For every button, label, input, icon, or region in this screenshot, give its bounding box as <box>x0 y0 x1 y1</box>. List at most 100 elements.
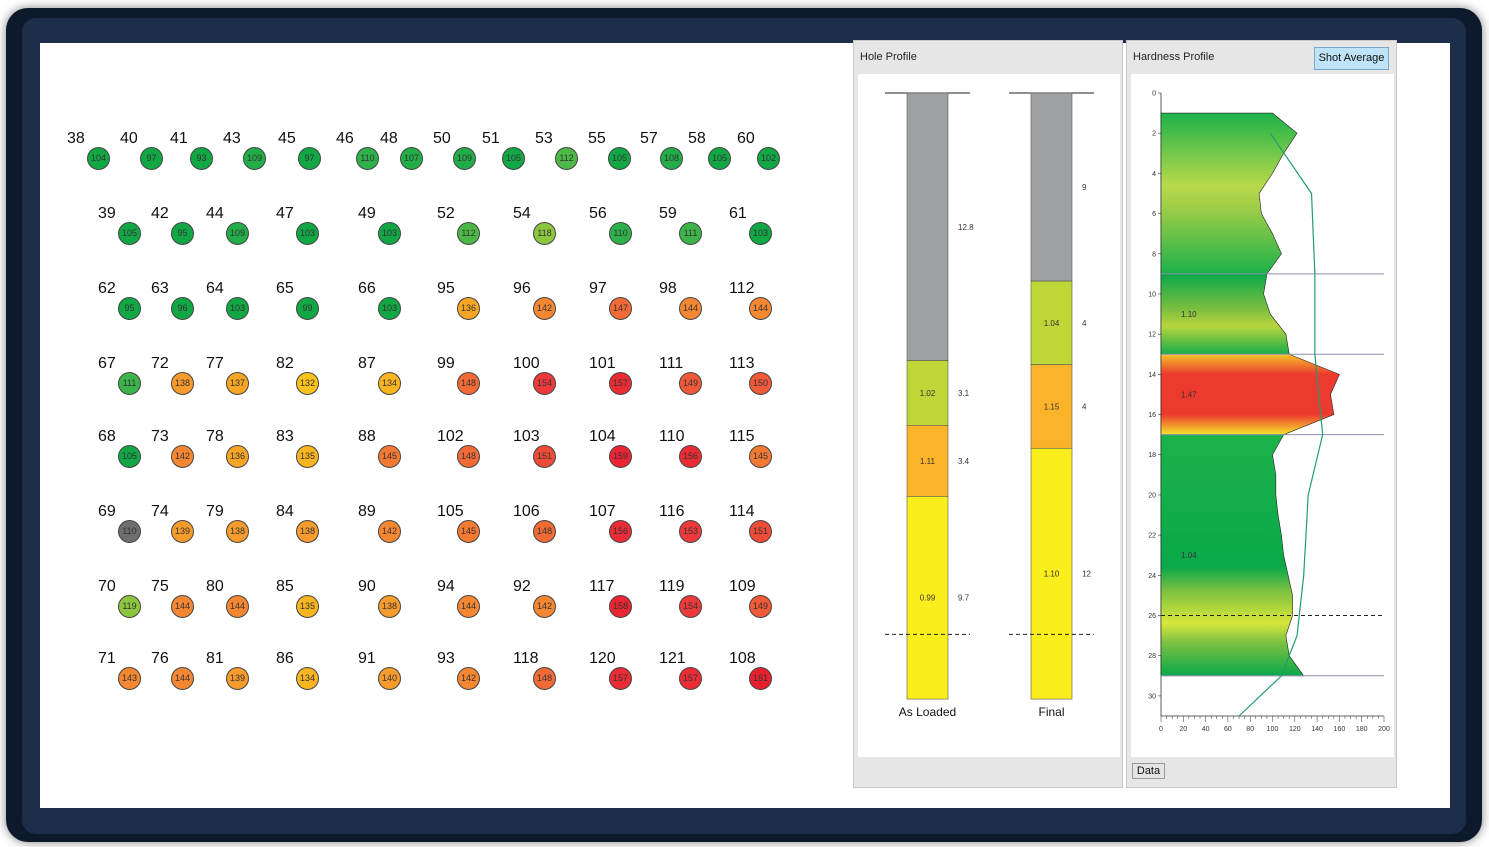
hole-hardness-marker[interactable]: 157 <box>609 372 632 395</box>
hole-hardness-marker[interactable]: 161 <box>749 667 772 690</box>
hole-id-label: 114 <box>729 503 755 520</box>
data-button[interactable]: Data <box>1132 763 1165 779</box>
hole-hardness-marker[interactable]: 156 <box>679 445 702 468</box>
hole-hardness-marker[interactable]: 136 <box>457 297 480 320</box>
hole-hardness-marker[interactable]: 154 <box>679 595 702 618</box>
hole-hardness-marker[interactable]: 144 <box>457 595 480 618</box>
hole-hardness-marker[interactable]: 157 <box>679 667 702 690</box>
hole-hardness-marker[interactable]: 150 <box>749 372 772 395</box>
hole-hardness-marker[interactable]: 142 <box>378 520 401 543</box>
hole-hardness-marker[interactable]: 148 <box>533 520 556 543</box>
hole-hardness-marker[interactable]: 149 <box>679 372 702 395</box>
hole-hardness-marker[interactable]: 112 <box>555 147 578 170</box>
hole-hardness-marker[interactable]: 103 <box>296 222 319 245</box>
hole-hardness-marker[interactable]: 103 <box>226 297 249 320</box>
hole-id-label: 112 <box>729 280 755 297</box>
hole-hardness-marker[interactable]: 119 <box>118 595 141 618</box>
hole-id-label: 96 <box>513 280 531 297</box>
hole-hardness-marker[interactable]: 134 <box>296 667 319 690</box>
hole-hardness-marker[interactable]: 144 <box>679 297 702 320</box>
hole-hardness-marker[interactable]: 111 <box>118 372 141 395</box>
hole-id-label: 77 <box>206 355 224 372</box>
hole-hardness-marker[interactable]: 148 <box>457 445 480 468</box>
hole-hardness-marker[interactable]: 118 <box>533 222 556 245</box>
hole-hardness-marker[interactable]: 151 <box>749 520 772 543</box>
hole-hardness-marker[interactable]: 110 <box>356 147 379 170</box>
hole-hardness-marker[interactable]: 107 <box>400 147 423 170</box>
hole-hardness-marker[interactable]: 147 <box>609 297 632 320</box>
hole-hardness-marker[interactable]: 140 <box>378 667 401 690</box>
hole-hardness-marker[interactable]: 153 <box>679 520 702 543</box>
hole-hardness-marker[interactable]: 96 <box>171 297 194 320</box>
hole-hardness-marker[interactable]: 105 <box>708 147 731 170</box>
hole-hardness-marker[interactable]: 142 <box>171 445 194 468</box>
hole-hardness-marker[interactable]: 103 <box>749 222 772 245</box>
hole-hardness-marker[interactable]: 148 <box>457 372 480 395</box>
hole-hardness-marker[interactable]: 142 <box>533 297 556 320</box>
hole-hardness-marker[interactable]: 105 <box>118 222 141 245</box>
hole-hardness-marker[interactable]: 95 <box>171 222 194 245</box>
hole-hardness-marker[interactable]: 142 <box>533 595 556 618</box>
hole-id-label: 89 <box>358 503 376 520</box>
hole-hardness-marker[interactable]: 95 <box>118 297 141 320</box>
segment-length-label: 4 <box>1082 319 1087 328</box>
hole-hardness-marker[interactable]: 109 <box>243 147 266 170</box>
hole-hardness-marker[interactable]: 97 <box>298 147 321 170</box>
segment-length-label: 9 <box>1082 183 1087 192</box>
hole-hardness-marker[interactable]: 138 <box>296 520 319 543</box>
hole-id-label: 40 <box>120 130 138 147</box>
hole-hardness-marker[interactable]: 144 <box>171 667 194 690</box>
hole-hardness-marker[interactable]: 104 <box>87 147 110 170</box>
hole-hardness-marker[interactable]: 135 <box>296 595 319 618</box>
hole-hardness-marker[interactable]: 110 <box>609 222 632 245</box>
hole-hardness-marker[interactable]: 144 <box>749 297 772 320</box>
hole-hardness-marker[interactable]: 102 <box>757 147 780 170</box>
hole-hardness-marker[interactable]: 134 <box>378 372 401 395</box>
hole-id-label: 107 <box>589 503 616 520</box>
hole-hardness-marker[interactable]: 149 <box>749 595 772 618</box>
hole-hardness-marker[interactable]: 109 <box>453 147 476 170</box>
segment-length-label: 12 <box>1082 570 1091 579</box>
hole-hardness-marker[interactable]: 143 <box>118 667 141 690</box>
hole-hardness-marker[interactable]: 151 <box>533 445 556 468</box>
hole-hardness-marker[interactable]: 135 <box>296 445 319 468</box>
hole-hardness-marker[interactable]: 144 <box>226 595 249 618</box>
hole-hardness-marker[interactable]: 145 <box>378 445 401 468</box>
hole-hardness-marker[interactable]: 103 <box>378 297 401 320</box>
hole-id-label: 120 <box>589 650 616 667</box>
hole-hardness-marker[interactable]: 144 <box>171 595 194 618</box>
hole-hardness-marker[interactable]: 138 <box>378 595 401 618</box>
hole-hardness-marker[interactable]: 93 <box>190 147 213 170</box>
hole-hardness-marker[interactable]: 132 <box>296 372 319 395</box>
hole-hardness-marker[interactable]: 105 <box>502 147 525 170</box>
hole-hardness-marker[interactable]: 136 <box>226 445 249 468</box>
hole-id-label: 71 <box>98 650 116 667</box>
hole-hardness-marker[interactable]: 137 <box>226 372 249 395</box>
hole-hardness-marker[interactable]: 138 <box>171 372 194 395</box>
hole-hardness-marker[interactable]: 105 <box>118 445 141 468</box>
hole-hardness-marker[interactable]: 139 <box>171 520 194 543</box>
hole-hardness-marker[interactable]: 105 <box>608 147 631 170</box>
hole-hardness-marker[interactable]: 145 <box>457 520 480 543</box>
hole-hardness-marker[interactable]: 112 <box>457 222 480 245</box>
hole-id-label: 56 <box>589 205 607 222</box>
hole-hardness-marker[interactable]: 159 <box>609 445 632 468</box>
hole-id-label: 46 <box>336 130 354 147</box>
hole-hardness-marker[interactable]: 148 <box>533 667 556 690</box>
hole-hardness-marker[interactable]: 157 <box>609 667 632 690</box>
hole-hardness-marker[interactable]: 156 <box>609 520 632 543</box>
hole-hardness-marker[interactable]: 97 <box>140 147 163 170</box>
hole-hardness-marker[interactable]: 138 <box>226 520 249 543</box>
hole-hardness-marker[interactable]: 158 <box>609 595 632 618</box>
hole-hardness-marker[interactable]: 154 <box>533 372 556 395</box>
hole-hardness-marker[interactable]: 139 <box>226 667 249 690</box>
hole-hardness-marker[interactable]: 111 <box>679 222 702 245</box>
hole-hardness-marker[interactable]: 103 <box>378 222 401 245</box>
shot-average-button[interactable]: Shot Average <box>1314 47 1389 70</box>
hole-hardness-marker[interactable]: 99 <box>296 297 319 320</box>
hole-hardness-marker[interactable]: 108 <box>660 147 683 170</box>
hole-hardness-marker[interactable]: 110 <box>118 520 141 543</box>
hole-hardness-marker[interactable]: 145 <box>749 445 772 468</box>
hole-hardness-marker[interactable]: 142 <box>457 667 480 690</box>
hole-hardness-marker[interactable]: 109 <box>226 222 249 245</box>
